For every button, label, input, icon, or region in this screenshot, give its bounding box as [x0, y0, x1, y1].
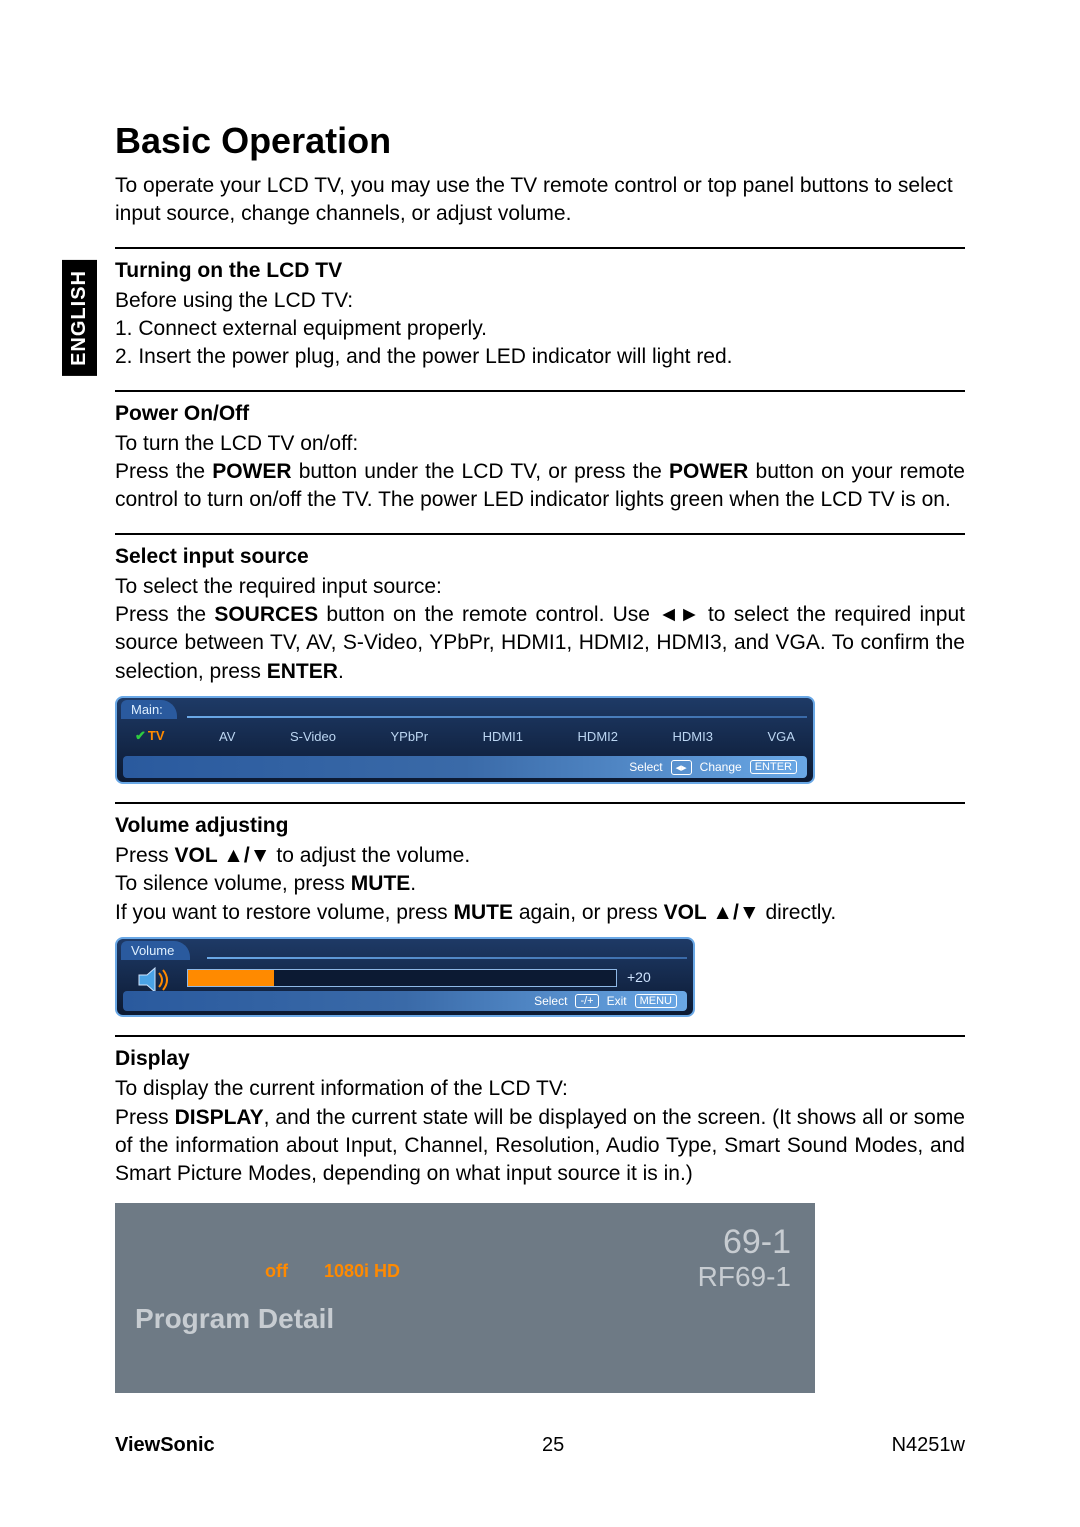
language-tab: ENGLISH — [62, 260, 97, 376]
text-span: . — [338, 660, 344, 683]
text-span: Press — [115, 1106, 175, 1129]
volume-bar[interactable] — [187, 969, 617, 987]
text-paragraph: Press the POWER button under the LCD TV,… — [115, 458, 965, 515]
key-plusminus-icon: -/+ — [575, 994, 598, 1008]
text-paragraph: Press DISPLAY, and the current state wil… — [115, 1104, 965, 1189]
display-resolution: 1080i HD — [324, 1261, 400, 1282]
osd-items-row: ✔TV AV S-Video YPbPr HDMI1 HDMI2 HDMI3 V… — [135, 728, 795, 744]
display-channel-sub: RF69-1 — [698, 1261, 791, 1293]
display-status-row: off 1080i HD — [265, 1261, 400, 1282]
osd-source-menu: Main: ✔TV AV S-Video YPbPr HDMI1 HDMI2 H… — [115, 696, 815, 784]
osd-tab-label: Main: — [121, 700, 177, 719]
text-line: If you want to restore volume, press MUT… — [115, 899, 965, 927]
text-line: 2. Insert the power plug, and the power … — [115, 343, 965, 371]
bold-term: POWER — [669, 460, 748, 483]
bold-term: SOURCES — [214, 603, 318, 626]
key-arrows-icon: ◂▸ — [671, 760, 692, 775]
text-line: To turn the LCD TV on/off: — [115, 430, 965, 458]
display-info-box: off 1080i HD 69-1 RF69-1 Program Detail — [115, 1203, 815, 1393]
osd-tab-line — [207, 957, 687, 959]
osd-item-hdmi2[interactable]: HDMI2 — [578, 729, 618, 744]
osd-item-vga[interactable]: VGA — [767, 729, 794, 744]
text-span: Press the — [115, 460, 212, 483]
bold-term: DISPLAY — [175, 1106, 264, 1129]
osd-footer-change: Change — [700, 760, 742, 774]
text-span: . — [410, 872, 416, 895]
osd-footer: Select ◂▸ Change ENTER — [123, 756, 807, 778]
text-line: To select the required input source: — [115, 573, 965, 601]
text-span: to adjust the volume. — [271, 844, 471, 867]
osd-item-label: TV — [148, 728, 165, 743]
heading-turning-on: Turning on the LCD TV — [115, 259, 965, 283]
page-footer: ViewSonic 25 N4251w — [115, 1434, 965, 1457]
display-status-off: off — [265, 1261, 288, 1282]
bold-term: POWER — [212, 460, 291, 483]
divider — [115, 1035, 965, 1037]
osd-footer-exit: Exit — [607, 994, 627, 1008]
bold-term: ENTER — [267, 660, 338, 683]
heading-power: Power On/Off — [115, 402, 965, 426]
osd-item-hdmi3[interactable]: HDMI3 — [673, 729, 713, 744]
divider — [115, 390, 965, 392]
check-icon: ✔ — [135, 728, 146, 743]
osd-item-svideo[interactable]: S-Video — [290, 729, 336, 744]
intro-text: To operate your LCD TV, you may use the … — [115, 172, 965, 229]
divider — [115, 533, 965, 535]
osd-footer-select: Select — [534, 994, 567, 1008]
text-line: Press VOL ▲/▼ to adjust the volume. — [115, 842, 965, 870]
key-menu-icon: MENU — [635, 994, 677, 1008]
osd-tab-line — [187, 716, 807, 718]
osd-volume: Volume +20 Select -/+ Exit MENU — [115, 937, 695, 1017]
divider — [115, 802, 965, 804]
volume-value: +20 — [627, 969, 651, 985]
osd-tab-label: Volume — [121, 941, 190, 960]
osd-item-tv[interactable]: ✔TV — [135, 728, 165, 744]
key-enter-icon: ENTER — [750, 760, 797, 774]
osd-item-ypbpr[interactable]: YPbPr — [390, 729, 428, 744]
text-span: Press — [115, 844, 175, 867]
text-span: directly. — [760, 901, 837, 924]
heading-source: Select input source — [115, 545, 965, 569]
page-title: Basic Operation — [115, 120, 965, 162]
divider — [115, 247, 965, 249]
osd-footer: Select -/+ Exit MENU — [123, 991, 687, 1011]
text-line: To display the current information of th… — [115, 1075, 965, 1103]
display-program-detail: Program Detail — [135, 1303, 334, 1335]
volume-bar-fill — [188, 970, 274, 986]
text-line: Before using the LCD TV: — [115, 287, 965, 315]
bold-term: VOL ▲/▼ — [175, 844, 271, 867]
text-paragraph: Press the SOURCES button on the remote c… — [115, 601, 965, 686]
text-span: button under the LCD TV, or press the — [292, 460, 669, 483]
display-channel-main: 69-1 — [723, 1223, 791, 1262]
text-span: If you want to restore volume, press — [115, 901, 453, 924]
footer-model: N4251w — [892, 1434, 965, 1457]
text-line: 1. Connect external equipment properly. — [115, 315, 965, 343]
text-line: To silence volume, press MUTE. — [115, 870, 965, 898]
text-span: To silence volume, press — [115, 872, 351, 895]
bold-term: MUTE — [351, 872, 411, 895]
osd-footer-select: Select — [629, 760, 662, 774]
bold-term: MUTE — [453, 901, 513, 924]
osd-item-av[interactable]: AV — [219, 729, 235, 744]
heading-volume: Volume adjusting — [115, 814, 965, 838]
footer-page-number: 25 — [542, 1434, 564, 1457]
text-span: again, or press — [513, 901, 664, 924]
bold-term: VOL ▲/▼ — [664, 901, 760, 924]
heading-display: Display — [115, 1047, 965, 1071]
osd-item-hdmi1[interactable]: HDMI1 — [483, 729, 523, 744]
text-span: Press the — [115, 603, 214, 626]
footer-brand: ViewSonic — [115, 1434, 215, 1457]
